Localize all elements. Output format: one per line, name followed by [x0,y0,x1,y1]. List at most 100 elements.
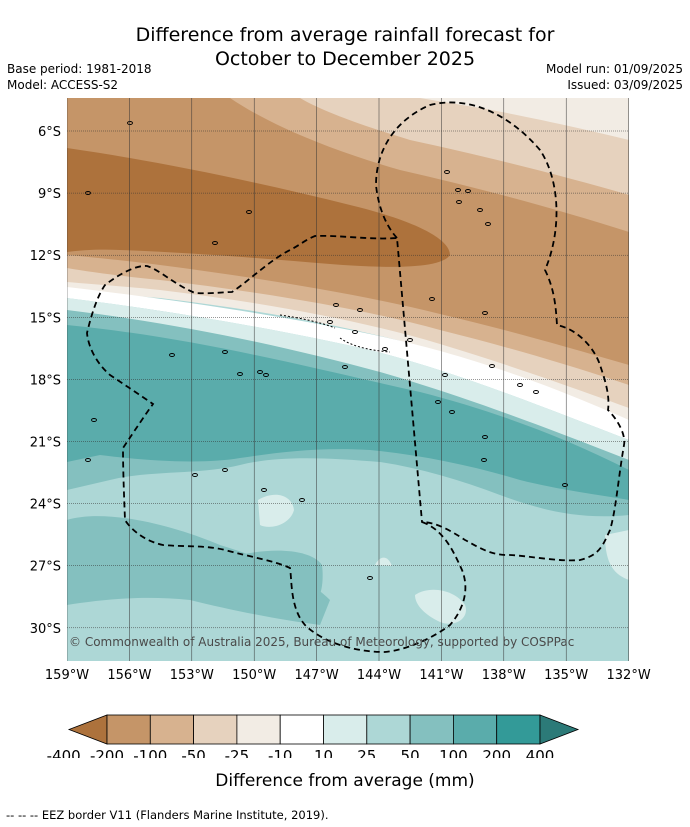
colorbar-tick-label: 10 [314,747,333,758]
colorbar-tick-label: -25 [225,747,250,758]
lon-label: 147°W [295,668,339,683]
island [261,488,267,492]
colorbar-segment [323,714,368,745]
model-name: Model: ACCESS-S2 [7,78,119,92]
rainfall-map: © Commonwealth of Australia 2025, Bureau… [30,98,651,683]
lat-label: 24°S [30,498,61,513]
island [562,483,568,487]
colorbar-segment [409,714,454,745]
colorbar-label: Difference from average (mm) [215,771,475,791]
colorbar: -400 -200 -100 -50 -25 -10 10 25 50 100 200 400 [47,714,580,758]
lat-label: 30°S [30,622,61,637]
lat-label: 21°S [30,436,61,451]
eez-border [86,101,626,653]
colorbar-tick-label: -100 [133,747,167,758]
lon-label: 156°W [107,668,151,683]
graticule [67,98,629,661]
longitude-labels: 159°W 156°W 153°W 150°W 147°W 144°W 141°W 138°W… [45,668,651,683]
colorbar-segment [279,714,324,745]
map-title-line2: October to December 2025 [214,48,476,70]
island [222,350,228,354]
map-field [67,98,629,661]
colorbar-tick-label: 400 [526,747,555,758]
island [333,303,339,307]
copyright-notice: © Commonwealth of Australia 2025, Bureau… [69,635,574,649]
island [444,170,450,174]
islands [85,121,568,580]
lat-label: 15°S [30,311,61,326]
island-chain [279,314,391,353]
eez-footnote: -- -- -- EEZ border V11 (Flanders Marine… [6,808,329,822]
lat-label: 18°S [30,373,61,388]
lon-label: 138°W [482,668,526,683]
lon-label: 132°W [607,668,651,683]
island [357,308,363,312]
colorbar-max-arrow [539,714,580,745]
island [449,410,455,414]
island [455,188,461,192]
colorbar-tick-label: -10 [268,747,293,758]
lon-label: 153°W [170,668,214,683]
lat-label: 6°S [38,125,61,140]
colorbar-tick-label: -200 [90,747,124,758]
island [435,400,441,404]
island [482,435,488,439]
island [257,370,263,374]
island [407,338,413,342]
island [477,208,483,212]
lon-label: 141°W [419,668,463,683]
lon-label: 144°W [357,668,401,683]
island [212,241,218,245]
colorbar-tick-label: 200 [482,747,511,758]
colorbar-segment [149,714,195,745]
lat-label: 27°S [30,560,61,575]
island [352,330,358,334]
island [481,458,487,462]
colorbar-segment [236,714,281,745]
colorbar-segment [366,714,411,745]
island [367,576,373,580]
island [442,373,448,377]
island [85,458,91,462]
map-title-line1: Difference from average rainfall forecas… [135,24,555,46]
issued-date: Issued: 03/09/2025 [567,78,683,92]
colorbar-segment [452,714,498,745]
colorbar-tick-label: -400 [47,747,81,758]
colorbar-segment [193,714,238,745]
colorbar-tick-label: 25 [357,747,376,758]
island [246,210,252,214]
island [263,373,269,377]
island [482,311,488,315]
island [429,297,435,301]
island [127,121,133,125]
island [299,498,305,502]
island [465,189,471,193]
base-period: Base period: 1981-2018 [7,62,152,76]
island [192,473,198,477]
island [327,320,333,324]
lat-label: 9°S [38,187,61,202]
island [91,418,97,422]
island [456,200,462,204]
colorbar-min-arrow [67,714,108,745]
colorbar-tick-label: -50 [181,747,206,758]
island [517,383,523,387]
island [169,353,175,357]
colorbar-tick-label: 100 [439,747,468,758]
colorbar-segment [496,714,541,745]
lon-label: 135°W [544,668,588,683]
island [342,365,348,369]
island [489,364,495,368]
lon-label: 159°W [45,668,89,683]
island [485,222,491,226]
island [533,390,539,394]
lat-label: 12°S [30,249,61,264]
island [382,347,388,351]
island [222,468,228,472]
latitude-labels: 6°S 9°S 12°S 15°S 18°S 21°S 24°S 27°S 30°S [30,125,61,637]
model-run: Model run: 01/09/2025 [545,62,683,76]
colorbar-segment [106,714,151,745]
lon-label: 150°W [232,668,276,683]
colorbar-tick-label: 50 [401,747,420,758]
island [237,372,243,376]
